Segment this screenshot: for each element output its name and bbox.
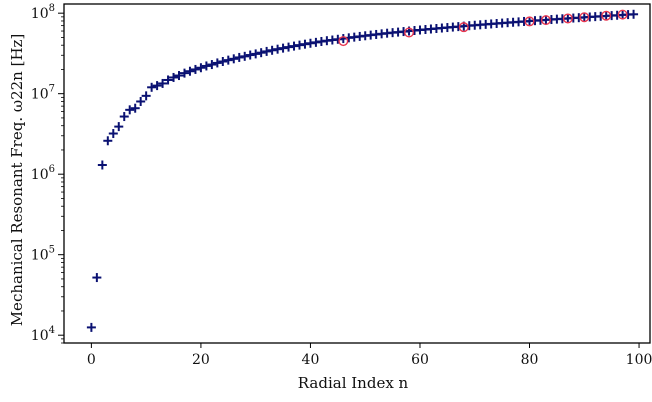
y-tick-label: 106 (31, 164, 55, 183)
data-point (229, 54, 239, 64)
highlight-point (540, 15, 551, 26)
data-point (152, 81, 162, 91)
data-point (284, 42, 294, 52)
data-point (629, 9, 639, 19)
x-tick-label: 20 (192, 352, 210, 368)
data-point (86, 322, 96, 332)
data-point (207, 60, 217, 70)
data-point (212, 58, 222, 68)
data-point (273, 44, 283, 54)
data-point (267, 45, 277, 55)
y-tick-label: 105 (31, 245, 55, 264)
data-point (169, 72, 179, 82)
data-point (179, 68, 189, 78)
data-point (185, 66, 195, 76)
tick-layer: 0 20 40 60 80 100 104 105 106 107 108 (31, 3, 652, 368)
data-point (256, 48, 266, 58)
data-point (190, 64, 200, 74)
data-point (114, 122, 124, 132)
data-point (223, 55, 233, 65)
x-tick-label: 100 (626, 352, 652, 368)
data-marks (86, 9, 639, 332)
x-tick-label: 40 (302, 352, 320, 368)
data-point (147, 82, 157, 92)
data-point (141, 91, 151, 101)
data-point (174, 71, 184, 81)
highlight-point (601, 10, 612, 21)
data-point (163, 75, 173, 85)
data-point (262, 46, 272, 56)
x-axis-label: Radial Index n (298, 374, 409, 392)
plot-frame (63, 3, 651, 344)
x-tick-label: 0 (87, 352, 96, 368)
data-point (158, 78, 168, 88)
highlight-point (338, 36, 349, 47)
data-point (136, 96, 146, 106)
data-point (92, 273, 102, 283)
highlight-point (404, 27, 415, 38)
data-point (108, 129, 118, 139)
data-point (130, 103, 140, 113)
highlight-point (524, 16, 535, 27)
highlight-point (562, 13, 573, 24)
data-point (278, 43, 288, 53)
data-point (234, 52, 244, 62)
data-point (245, 50, 255, 60)
data-point (196, 63, 206, 73)
highlight-point (617, 9, 628, 20)
y-axis-label: Mechanical Resonant Freq. ω22n [Hz] (8, 34, 26, 327)
data-point (97, 160, 107, 170)
highlight-point (579, 12, 590, 23)
x-tick-label: 80 (521, 352, 539, 368)
x-tick-label: 60 (411, 352, 429, 368)
data-point (103, 136, 113, 146)
data-point (201, 61, 211, 71)
y-tick-label: 108 (31, 3, 55, 22)
data-point (251, 49, 261, 59)
data-point (240, 51, 250, 61)
y-tick-label: 107 (31, 84, 55, 103)
data-point (218, 57, 228, 67)
data-point (125, 105, 135, 115)
highlight-point (458, 22, 469, 33)
data-point (119, 112, 129, 122)
y-tick-label: 104 (31, 325, 55, 344)
